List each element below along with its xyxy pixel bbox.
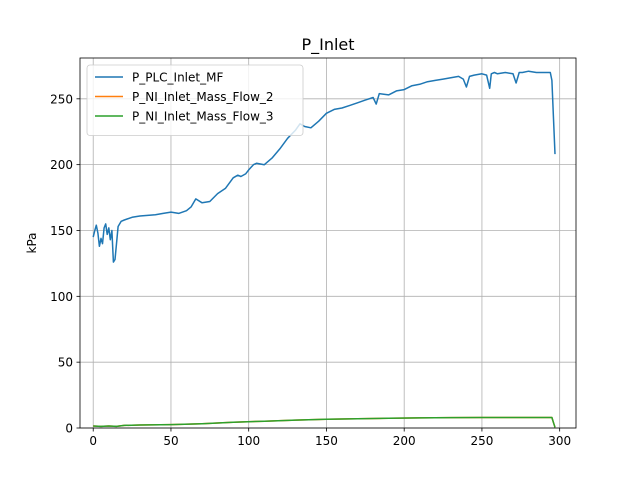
x-tick-label: 300 [548, 434, 571, 448]
x-tick-label: 0 [89, 434, 97, 448]
y-tick-label: 100 [50, 290, 73, 304]
x-tick-label: 50 [163, 434, 178, 448]
legend-label: P_PLC_Inlet_MF [132, 71, 223, 85]
x-tick-label: 250 [470, 434, 493, 448]
y-tick-label: 0 [65, 422, 73, 436]
y-tick-label: 50 [58, 356, 73, 370]
y-tick-label: 200 [50, 158, 73, 172]
series-line-3 [93, 416, 556, 428]
x-tick-label: 100 [237, 434, 260, 448]
chart-title: P_Inlet [301, 35, 354, 55]
legend-box [86, 64, 304, 136]
plot-frame [79, 57, 577, 429]
x-tick-label: 150 [315, 434, 338, 448]
x-tick-label: 200 [393, 434, 416, 448]
y-tick-label: 250 [50, 92, 73, 106]
legend-label: P_NI_Inlet_Mass_Flow_3 [132, 110, 274, 124]
y-tick-label: 150 [50, 224, 73, 238]
legend: P_PLC_Inlet_MF P_NI_Inlet_Mass_Flow_2 P_NI… [86, 64, 304, 136]
ticks: 0 50 100 150 200 250 300 0 50 100 150 200 250 [50, 92, 571, 448]
y-axis-label: kPa [25, 233, 39, 254]
legend-label: P_NI_Inlet_Mass_Flow_2 [132, 90, 274, 104]
